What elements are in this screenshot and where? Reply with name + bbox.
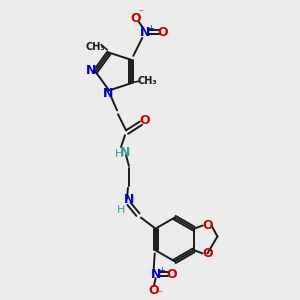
Text: N: N xyxy=(140,26,150,38)
Text: N: N xyxy=(151,268,161,281)
Text: CH₃: CH₃ xyxy=(137,76,157,86)
Text: +: + xyxy=(158,266,165,275)
Text: O: O xyxy=(202,219,213,232)
Text: H: H xyxy=(117,205,125,215)
Text: O: O xyxy=(202,247,213,260)
Text: N: N xyxy=(86,64,97,77)
Text: O: O xyxy=(166,268,177,281)
Text: H: H xyxy=(115,149,123,159)
Text: O: O xyxy=(158,26,168,38)
Text: ⁻: ⁻ xyxy=(139,8,144,18)
Text: N: N xyxy=(103,87,113,100)
Text: O: O xyxy=(140,114,150,127)
Text: O: O xyxy=(148,284,159,297)
Text: ⁻: ⁻ xyxy=(157,289,162,299)
Text: CH₃: CH₃ xyxy=(85,42,105,52)
Text: N: N xyxy=(120,146,130,158)
Text: N: N xyxy=(124,193,134,206)
Text: O: O xyxy=(130,12,141,25)
Text: +: + xyxy=(147,24,154,33)
